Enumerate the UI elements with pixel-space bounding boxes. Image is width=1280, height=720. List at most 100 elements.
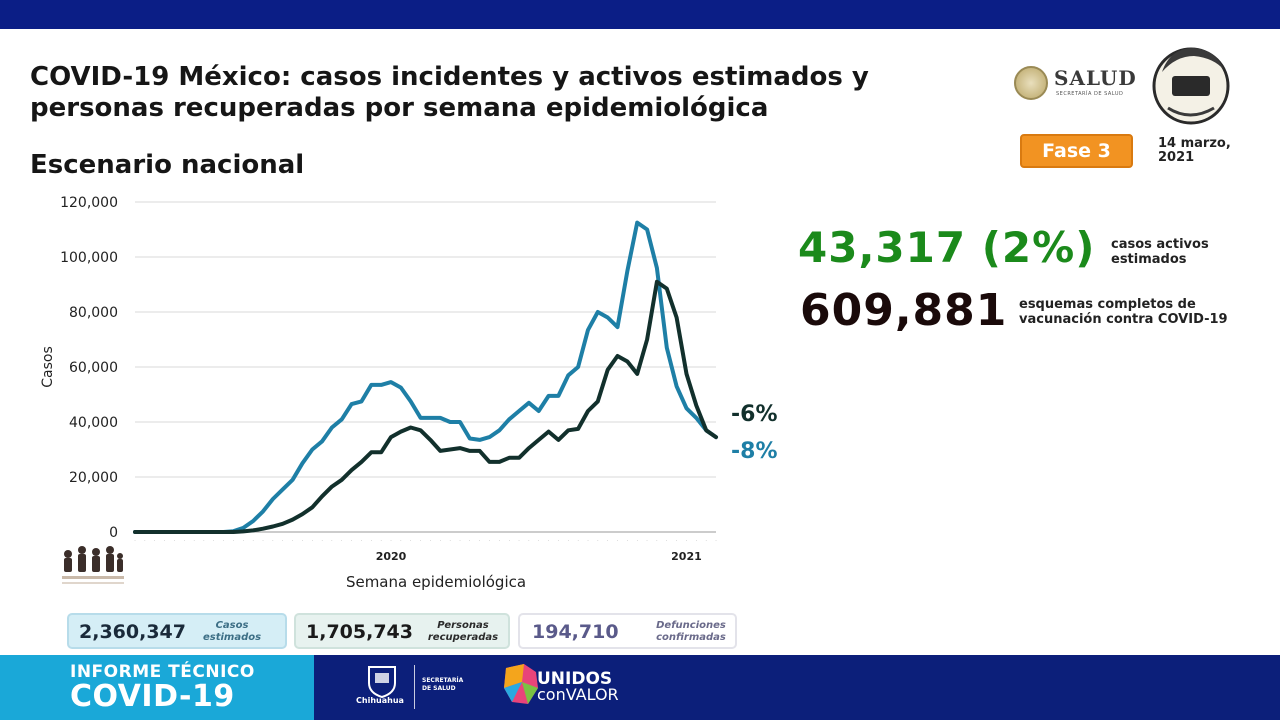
x-tick-mark: · <box>577 538 578 543</box>
x-tick-mark: · <box>302 538 303 543</box>
x-tick-mark: · <box>479 538 480 543</box>
y-tick-label: 100,000 <box>60 250 118 266</box>
people-silhouette-icon <box>62 546 124 584</box>
x-tick-mark: · <box>469 538 470 543</box>
series-end-label: -8% <box>731 439 777 464</box>
x-tick-mark: · <box>459 538 460 543</box>
x-tick-mark: · <box>430 538 431 543</box>
x-tick-mark: · <box>144 538 145 543</box>
x-tick-mark: · <box>184 538 185 543</box>
x-tick-mark: · <box>262 538 263 543</box>
x-tick-mark: · <box>637 538 638 543</box>
series-end-label: -6% <box>731 402 777 427</box>
summary-value: 2,360,347 <box>79 621 186 643</box>
x-tick-mark: · <box>164 538 165 543</box>
salud-logo-subtext: SECRETARÍA DE SALUD <box>1056 91 1124 97</box>
page-subtitle: Escenario nacional <box>30 150 305 180</box>
y-tick-label: 80,000 <box>69 305 118 321</box>
x-tick-mark: · <box>390 538 391 543</box>
unidos-line2: conVALOR <box>537 685 619 704</box>
chihuahua-shield-icon <box>368 666 396 699</box>
salud-logo: SALUD SECRETARÍA DE SALUD <box>1014 64 1136 104</box>
x-tick-mark: · <box>597 538 598 543</box>
footer-informe-line1: INFORME TÉCNICO <box>70 662 255 682</box>
unidos-map-icon <box>504 664 538 704</box>
series-line-2 <box>133 279 718 534</box>
x-tick-mark: · <box>706 538 707 543</box>
x-tick-mark: · <box>400 538 401 543</box>
x-tick-mark: · <box>321 538 322 543</box>
summary-label: Defunciones confirmadas <box>656 620 726 643</box>
mexico-eagle-icon <box>1014 66 1048 100</box>
x-tick-mark: · <box>548 538 549 543</box>
x-tick-mark: · <box>587 538 588 543</box>
summary-label: Casos estimados <box>202 620 262 643</box>
summary-label: Personas recuperadas <box>427 620 499 643</box>
x-tick-mark: · <box>381 538 382 543</box>
y-tick-label: 120,000 <box>60 195 118 211</box>
x-tick-mark: · <box>371 538 372 543</box>
x-tick-mark: · <box>489 538 490 543</box>
x-tick-mark: · <box>666 538 667 543</box>
x-tick-mark: · <box>646 538 647 543</box>
chihuahua-label: Chihuahua <box>356 696 404 705</box>
y-tick-label: 60,000 <box>69 360 118 376</box>
x-tick-mark: · <box>312 538 313 543</box>
top-band <box>0 0 1280 29</box>
x-tick-mark: · <box>410 538 411 543</box>
footer-informe-line2: COVID-19 <box>70 679 235 714</box>
x-tick-mark: · <box>134 538 135 543</box>
y-tick-label: 20,000 <box>69 470 118 486</box>
x-tick-mark: · <box>627 538 628 543</box>
active-cases-value: 43,317 (2%) <box>798 223 1096 272</box>
x-tick-mark: · <box>351 538 352 543</box>
salud-logo-text: SALUD <box>1054 66 1137 90</box>
x-tick-mark: · <box>617 538 618 543</box>
y-tick-label: 40,000 <box>69 415 118 431</box>
vaccination-label: esquemas completos de vacunación contra … <box>1019 297 1228 327</box>
series-line-1 <box>133 220 718 534</box>
footer-informe-panel <box>0 655 314 720</box>
x-tick-mark: · <box>676 538 677 543</box>
x-tick-mark: · <box>696 538 697 543</box>
mexico-2021-logo <box>1152 47 1230 125</box>
x-tick-mark: · <box>528 538 529 543</box>
x-tick-mark: · <box>243 538 244 543</box>
x-tick-mark: · <box>686 538 687 543</box>
summary-box-recuperados: 1,705,743 Personas recuperadas <box>294 613 510 649</box>
x-tick-mark: · <box>292 538 293 543</box>
x-tick-mark: · <box>154 538 155 543</box>
x-tick-mark: · <box>361 538 362 543</box>
x-tick-mark: · <box>715 538 716 543</box>
phase-badge: Fase 3 <box>1020 134 1133 168</box>
x-tick-mark: · <box>518 538 519 543</box>
x-tick-mark: · <box>193 538 194 543</box>
cases-line-chart: 0 20,000 40,000 60,000 80,000 100,000 120,000 ·… <box>40 195 777 591</box>
x-tick-mark: · <box>331 538 332 543</box>
year-label: 2021 <box>671 550 702 563</box>
x-tick-mark: · <box>568 538 569 543</box>
summary-box-defunciones: 194,710 Defunciones confirmadas <box>518 613 737 649</box>
page-title: COVID-19 México: casos incidentes y acti… <box>30 62 869 123</box>
x-axis-label: Semana epidemiológica <box>346 573 526 591</box>
year-label: 2020 <box>376 550 407 563</box>
x-tick-mark: · <box>420 538 421 543</box>
summary-value: 194,710 <box>532 621 619 643</box>
x-tick-mark: · <box>203 538 204 543</box>
x-tick-mark: · <box>440 538 441 543</box>
x-tick-mark: · <box>499 538 500 543</box>
x-tick-mark: · <box>558 538 559 543</box>
unidos-line1: UNIDOS <box>537 669 613 689</box>
x-tick-mark: · <box>213 538 214 543</box>
y-tick-label: 0 <box>109 525 118 541</box>
footer-divider <box>414 665 415 709</box>
y-axis-label: Casos <box>40 346 56 388</box>
active-cases-label: casos activos estimados <box>1111 237 1209 267</box>
summary-box-casos: 2,360,347 Casos estimados <box>67 613 287 649</box>
x-tick-mark: · <box>233 538 234 543</box>
x-tick-mark: · <box>538 538 539 543</box>
x-tick-mark: · <box>223 538 224 543</box>
report-date: 14 marzo, 2021 <box>1158 136 1231 165</box>
secretaria-label: SECRETARÍA DE SALUD <box>422 677 464 692</box>
x-tick-mark: · <box>282 538 283 543</box>
